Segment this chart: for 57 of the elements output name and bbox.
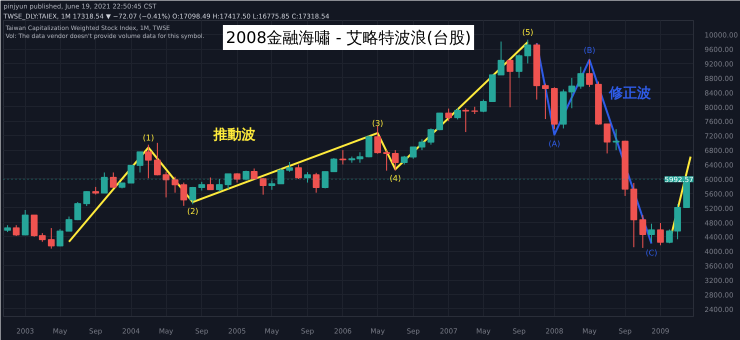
candlestick [74, 202, 82, 221]
candlestick [516, 54, 522, 78]
annotation: (3) [372, 119, 384, 128]
candlestick [374, 125, 382, 154]
candlestick [48, 228, 55, 250]
candlestick [542, 83, 549, 120]
candlestick [383, 150, 390, 172]
annotation: (B) [584, 46, 596, 55]
candlestick [110, 172, 117, 188]
candlestick [312, 172, 320, 194]
candlestick [392, 150, 399, 172]
candlestick [145, 144, 152, 179]
candlestick [180, 182, 188, 206]
candlestick [12, 224, 20, 236]
candlestick [612, 128, 620, 151]
text: 2008金融海嘯 - 艾略特波浪(台股) [226, 28, 472, 47]
candlestick [604, 123, 611, 154]
candlestick [428, 128, 434, 146]
candlestick [577, 66, 584, 90]
annotation: (2) [187, 207, 198, 216]
annotation: (C) [646, 248, 658, 258]
candlestick [66, 216, 72, 232]
annotation: 推動波 [212, 127, 256, 144]
annotation: 修正波 [608, 86, 652, 102]
candlestick [172, 176, 178, 194]
annotation: (A) [548, 140, 560, 149]
candlestick [462, 108, 470, 133]
candlestick [189, 186, 196, 205]
candlestick [250, 168, 258, 180]
candlestick [410, 146, 417, 160]
candlestick [286, 162, 293, 172]
candlestick [648, 223, 655, 243]
candlestick [657, 222, 664, 246]
candlestick [260, 177, 267, 196]
candlestick [295, 164, 302, 180]
candlestick [366, 135, 372, 158]
annotation: (4) [390, 174, 401, 184]
candlestick [445, 108, 452, 122]
candlestick [639, 214, 646, 248]
candlestick [506, 59, 514, 108]
candlestick [498, 41, 504, 76]
candlestick [330, 158, 338, 172]
annotation: (5) [522, 28, 534, 38]
candlestick [83, 190, 90, 207]
candlestick [207, 177, 214, 190]
candlestick [480, 99, 487, 113]
candlestick [339, 150, 346, 166]
candlestick [136, 151, 144, 173]
annotation: (1) [142, 134, 154, 143]
candlestick [56, 228, 64, 247]
candlestick [22, 210, 29, 236]
candlestick [524, 39, 532, 64]
candlestick [436, 112, 444, 131]
candlestick [586, 59, 593, 88]
candlestick [418, 138, 426, 151]
candlestick [454, 108, 462, 120]
candlestick [234, 172, 240, 184]
